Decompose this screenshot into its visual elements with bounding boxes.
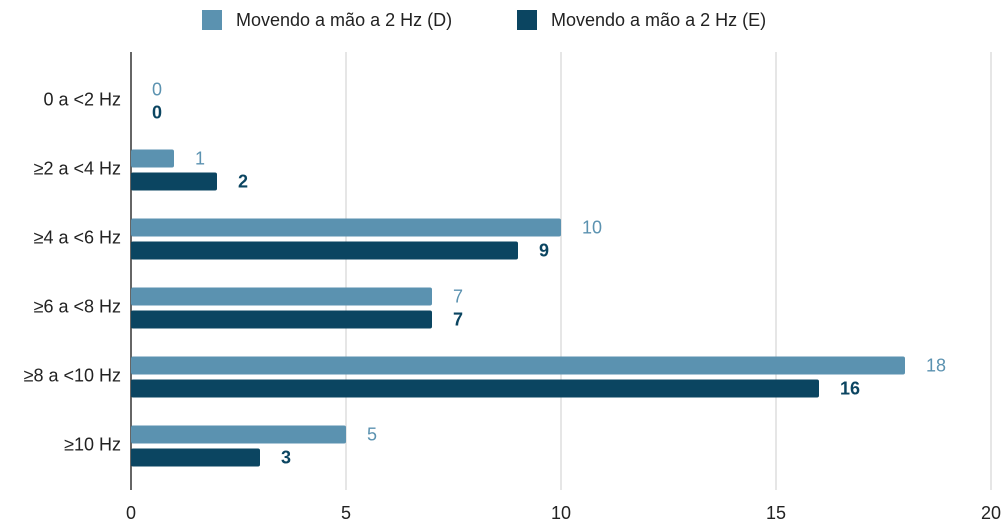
value-label: 7 bbox=[453, 286, 463, 306]
legend-label: Movendo a mão a 2 Hz (E) bbox=[551, 10, 766, 30]
legend-swatch bbox=[517, 10, 537, 30]
bar bbox=[131, 172, 217, 191]
bar bbox=[131, 241, 518, 260]
bar bbox=[131, 149, 174, 168]
bar bbox=[131, 218, 561, 237]
value-label: 0 bbox=[152, 102, 162, 122]
x-tick-label: 5 bbox=[341, 503, 351, 523]
y-tick-label: ≥4 a <6 Hz bbox=[34, 227, 121, 247]
value-label: 1 bbox=[195, 148, 205, 168]
y-tick-label: ≥6 a <8 Hz bbox=[34, 296, 121, 316]
x-tick-label: 10 bbox=[551, 503, 571, 523]
value-label: 16 bbox=[840, 378, 860, 398]
x-tick-label: 20 bbox=[981, 503, 1001, 523]
value-label: 18 bbox=[926, 355, 946, 375]
bar bbox=[131, 287, 432, 306]
value-label: 5 bbox=[367, 424, 377, 444]
y-tick-label: 0 a <2 Hz bbox=[43, 89, 121, 109]
legend-label: Movendo a mão a 2 Hz (D) bbox=[236, 10, 452, 30]
y-tick-label: ≥10 Hz bbox=[64, 434, 121, 454]
bar bbox=[131, 448, 260, 467]
x-tick-label: 0 bbox=[126, 503, 136, 523]
x-tick-label: 15 bbox=[766, 503, 786, 523]
y-tick-label: ≥2 a <4 Hz bbox=[34, 158, 121, 178]
value-label: 2 bbox=[238, 171, 248, 191]
value-label: 0 bbox=[152, 79, 162, 99]
value-label: 10 bbox=[582, 217, 602, 237]
y-tick-label: ≥8 a <10 Hz bbox=[24, 365, 121, 385]
bar bbox=[131, 356, 905, 375]
value-label: 9 bbox=[539, 240, 549, 260]
value-label: 3 bbox=[281, 447, 291, 467]
bar bbox=[131, 310, 432, 329]
legend-swatch bbox=[202, 10, 222, 30]
bar bbox=[131, 379, 819, 398]
value-label: 7 bbox=[453, 309, 463, 329]
bar bbox=[131, 425, 346, 444]
